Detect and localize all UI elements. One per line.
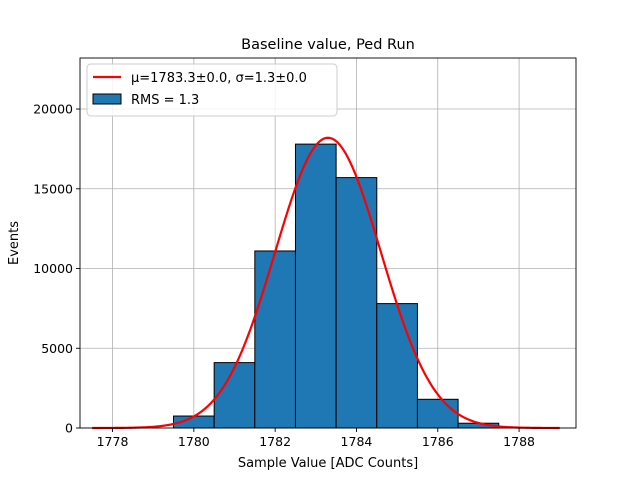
y-tick-label: 5000	[41, 341, 73, 356]
histogram-bars	[173, 143, 500, 429]
plot-frame	[79, 57, 577, 429]
y-tick-label: 20000	[33, 102, 73, 117]
legend-box	[86, 63, 338, 117]
histogram-bar	[416, 398, 459, 429]
gaussian-fit-line	[92, 136, 560, 430]
y-tick-label: 0	[65, 421, 73, 436]
histogram-bar	[294, 143, 337, 429]
histogram-bar	[376, 303, 418, 429]
legend-histogram-label: RMS = 1.3	[131, 93, 199, 108]
x-tick-label: 1782	[259, 434, 291, 449]
x-axis-ticks: 1778 1780 1782 1784 1786 1788	[97, 428, 535, 449]
legend: μ=1783.3±0.0, σ=1.3±0.0 RMS = 1.3	[86, 63, 338, 117]
y-tick-label: 10000	[33, 261, 73, 276]
y-axis-ticks: 0 5000 10000 15000 20000	[33, 102, 80, 436]
x-tick-label: 1788	[503, 434, 535, 449]
legend-histogram-swatch	[92, 93, 122, 105]
y-tick-label: 15000	[33, 181, 73, 196]
x-tick-label: 1786	[422, 434, 454, 449]
y-axis-label: Events	[7, 221, 22, 265]
x-tick-label: 1784	[341, 434, 373, 449]
x-tick-label: 1780	[178, 434, 210, 449]
x-tick-label: 1778	[97, 434, 129, 449]
x-axis-label: Sample Value [ADC Counts]	[238, 456, 418, 471]
chart-title: Baseline value, Ped Run	[241, 37, 415, 53]
histogram-bar	[213, 362, 256, 429]
histogram-bar	[254, 250, 296, 429]
legend-fit-label: μ=1783.3±0.0, σ=1.3±0.0	[131, 71, 307, 86]
